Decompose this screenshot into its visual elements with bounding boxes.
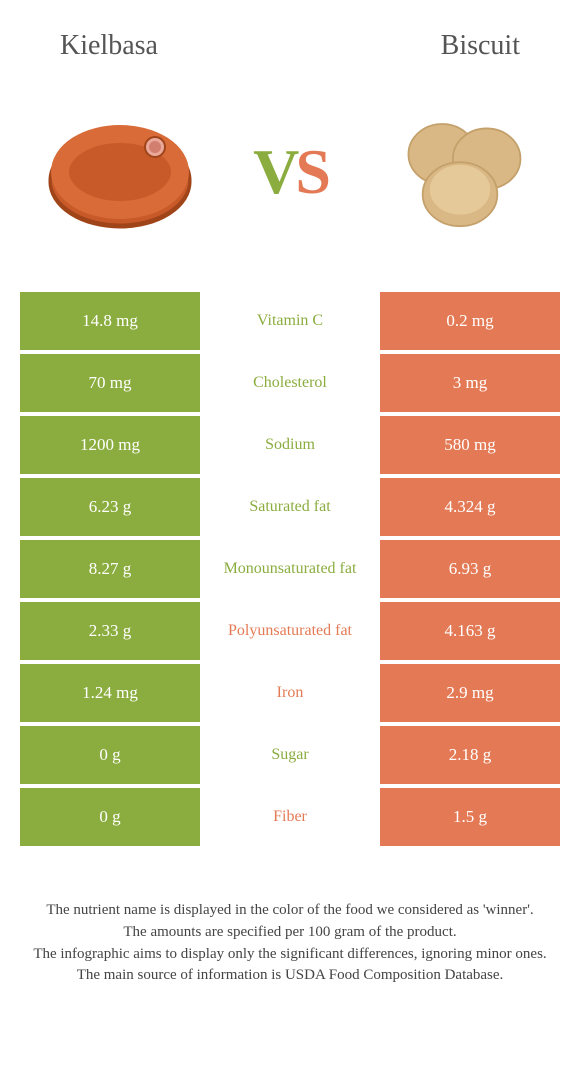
table-row: 2.33 gPolyunsaturated fat4.163 g xyxy=(20,602,560,660)
footer-line: The main source of information is USDA F… xyxy=(20,965,560,987)
right-value: 4.163 g xyxy=(380,602,560,660)
left-value: 0 g xyxy=(20,788,200,846)
table-row: 0 gFiber1.5 g xyxy=(20,788,560,846)
nutrient-label: Saturated fat xyxy=(200,478,380,536)
footer-line: The infographic aims to display only the… xyxy=(20,944,560,966)
nutrient-label: Sodium xyxy=(200,416,380,474)
table-row: 1.24 mgIron2.9 mg xyxy=(20,664,560,722)
left-value: 2.33 g xyxy=(20,602,200,660)
left-value: 14.8 mg xyxy=(20,292,200,350)
biscuit-image xyxy=(370,102,550,242)
table-row: 0 gSugar2.18 g xyxy=(20,726,560,784)
nutrient-label: Vitamin C xyxy=(200,292,380,350)
header: Kielbasa Biscuit xyxy=(0,0,580,72)
vs-s: S xyxy=(295,135,327,209)
table-row: 8.27 gMonounsaturated fat6.93 g xyxy=(20,540,560,598)
nutrient-label: Fiber xyxy=(200,788,380,846)
nutrient-label: Iron xyxy=(200,664,380,722)
right-value: 2.18 g xyxy=(380,726,560,784)
footer-line: The amounts are specified per 100 gram o… xyxy=(20,922,560,944)
vs-label: VS xyxy=(253,135,327,209)
right-value: 4.324 g xyxy=(380,478,560,536)
vs-v: V xyxy=(253,135,295,209)
left-value: 1200 mg xyxy=(20,416,200,474)
comparison-table: 14.8 mgVitamin C0.2 mg70 mgCholesterol3 … xyxy=(0,292,580,846)
nutrient-label: Cholesterol xyxy=(200,354,380,412)
left-food-title: Kielbasa xyxy=(60,30,158,62)
left-value: 1.24 mg xyxy=(20,664,200,722)
right-value: 1.5 g xyxy=(380,788,560,846)
table-row: 1200 mgSodium580 mg xyxy=(20,416,560,474)
left-value: 0 g xyxy=(20,726,200,784)
footer-notes: The nutrient name is displayed in the co… xyxy=(0,850,580,987)
table-row: 6.23 gSaturated fat4.324 g xyxy=(20,478,560,536)
left-value: 8.27 g xyxy=(20,540,200,598)
right-value: 0.2 mg xyxy=(380,292,560,350)
right-value: 2.9 mg xyxy=(380,664,560,722)
right-food-title: Biscuit xyxy=(441,30,520,62)
hero-row: VS xyxy=(0,72,580,292)
nutrient-label: Polyunsaturated fat xyxy=(200,602,380,660)
table-row: 70 mgCholesterol3 mg xyxy=(20,354,560,412)
right-value: 6.93 g xyxy=(380,540,560,598)
table-row: 14.8 mgVitamin C0.2 mg xyxy=(20,292,560,350)
nutrient-label: Sugar xyxy=(200,726,380,784)
footer-line: The nutrient name is displayed in the co… xyxy=(20,900,560,922)
right-value: 3 mg xyxy=(380,354,560,412)
left-value: 6.23 g xyxy=(20,478,200,536)
right-value: 580 mg xyxy=(380,416,560,474)
left-value: 70 mg xyxy=(20,354,200,412)
nutrient-label: Monounsaturated fat xyxy=(200,540,380,598)
kielbasa-image xyxy=(30,102,210,242)
